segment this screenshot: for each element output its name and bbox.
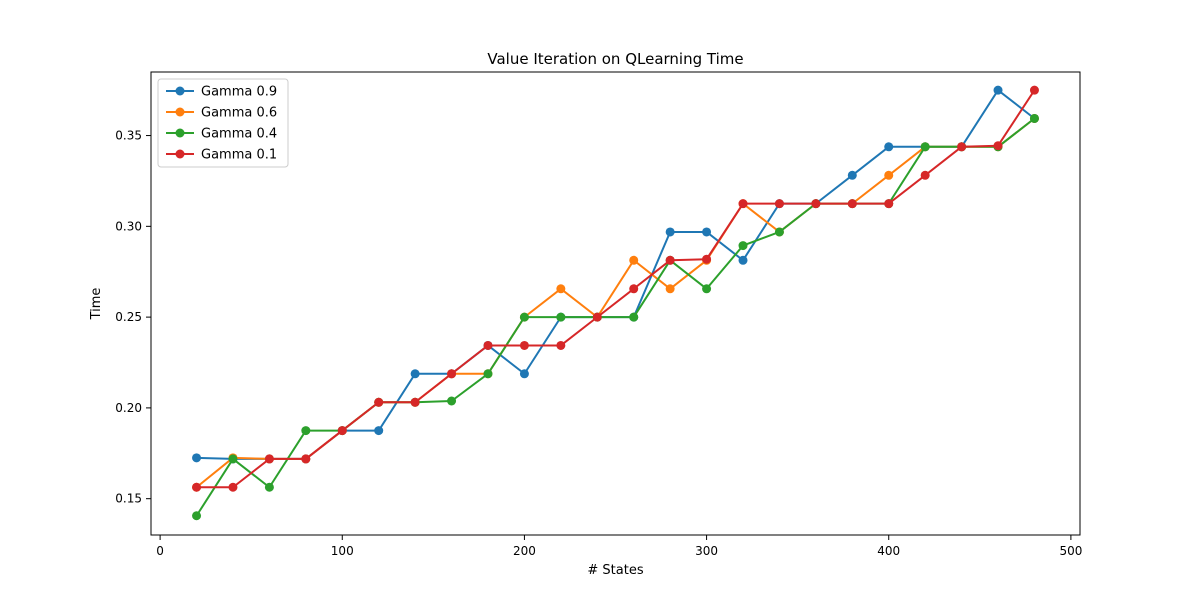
legend-label: Gamma 0.1 bbox=[201, 148, 277, 163]
x-axis-label: # States bbox=[587, 563, 643, 578]
data-point bbox=[847, 199, 857, 209]
data-point bbox=[264, 454, 274, 464]
data-point bbox=[228, 454, 238, 464]
legend-marker bbox=[175, 107, 185, 117]
data-point bbox=[301, 454, 311, 464]
legend-item: Gamma 0.1 bbox=[166, 148, 277, 163]
data-point bbox=[483, 340, 493, 350]
data-point bbox=[702, 227, 712, 237]
data-point bbox=[1029, 113, 1039, 123]
data-point bbox=[556, 284, 566, 294]
data-point bbox=[519, 340, 529, 350]
data-point bbox=[811, 199, 821, 209]
data-point bbox=[920, 142, 930, 152]
data-point bbox=[629, 255, 639, 265]
legend-item: Gamma 0.9 bbox=[166, 85, 277, 100]
x-tick-label: 200 bbox=[513, 544, 536, 558]
data-point bbox=[884, 170, 894, 180]
data-point bbox=[847, 170, 857, 180]
data-point bbox=[738, 199, 748, 209]
legend-marker bbox=[175, 149, 185, 159]
data-point bbox=[192, 482, 202, 492]
data-point bbox=[519, 369, 529, 379]
data-point bbox=[374, 397, 384, 407]
chart-title: Value Iteration on QLearning Time bbox=[487, 50, 743, 68]
legend-marker bbox=[175, 128, 185, 138]
data-point bbox=[629, 312, 639, 322]
legend-box bbox=[157, 78, 289, 168]
x-tick-label: 300 bbox=[695, 544, 718, 558]
data-point bbox=[993, 141, 1003, 151]
legend-item: Gamma 0.4 bbox=[166, 127, 277, 142]
data-point bbox=[665, 255, 675, 265]
data-point bbox=[665, 227, 675, 237]
data-point bbox=[920, 170, 930, 180]
data-point bbox=[447, 369, 457, 379]
legend-item: Gamma 0.6 bbox=[166, 106, 277, 121]
data-point bbox=[702, 254, 712, 264]
data-point bbox=[993, 85, 1003, 95]
legend-label: Gamma 0.9 bbox=[201, 85, 277, 100]
legend-label: Gamma 0.6 bbox=[201, 106, 277, 121]
data-point bbox=[264, 482, 274, 492]
data-point bbox=[738, 255, 748, 265]
axes: 0 100 200 300 400 500 0.15 0.20 0.25 0.30 0.35 bbox=[115, 71, 1082, 558]
y-tick-label: 0.15 bbox=[115, 492, 142, 506]
x-tick-label: 100 bbox=[331, 544, 354, 558]
legend: Gamma 0.9 Gamma 0.6 Gamma 0.4 Gamma 0.1 bbox=[157, 78, 289, 168]
data-point bbox=[447, 396, 457, 406]
data-point bbox=[192, 453, 202, 463]
data-point bbox=[410, 397, 420, 407]
plot-area bbox=[192, 85, 1039, 521]
data-point bbox=[774, 199, 784, 209]
data-point bbox=[957, 142, 967, 152]
plot-frame bbox=[150, 71, 1081, 536]
legend-label: Gamma 0.4 bbox=[201, 127, 277, 142]
series-line bbox=[196, 89, 1036, 489]
series-4 bbox=[192, 85, 1039, 492]
data-point bbox=[629, 284, 639, 294]
data-point bbox=[374, 426, 384, 436]
data-point bbox=[884, 142, 894, 152]
x-tick-label: 0 bbox=[156, 544, 164, 558]
data-point bbox=[592, 312, 602, 322]
data-point bbox=[192, 511, 202, 521]
data-point bbox=[556, 340, 566, 350]
data-point bbox=[519, 312, 529, 322]
data-point bbox=[410, 369, 420, 379]
data-point bbox=[1029, 85, 1039, 95]
y-axis-label: Time bbox=[89, 288, 104, 321]
x-tick-label: 500 bbox=[1059, 544, 1082, 558]
data-point bbox=[738, 241, 748, 251]
data-point bbox=[301, 426, 311, 436]
x-tick-label: 400 bbox=[877, 544, 900, 558]
data-point bbox=[774, 227, 784, 237]
y-tick-label: 0.20 bbox=[115, 401, 142, 415]
data-point bbox=[884, 199, 894, 209]
series-line bbox=[195, 117, 1036, 517]
data-point bbox=[556, 312, 566, 322]
data-point bbox=[483, 369, 493, 379]
y-tick-label: 0.30 bbox=[115, 219, 142, 233]
y-tick-label: 0.25 bbox=[115, 310, 142, 324]
y-tick-label: 0.35 bbox=[115, 129, 142, 143]
legend-marker bbox=[175, 86, 185, 96]
data-point bbox=[702, 284, 712, 294]
data-point bbox=[665, 284, 675, 294]
data-point bbox=[337, 426, 347, 436]
data-point bbox=[228, 482, 238, 492]
